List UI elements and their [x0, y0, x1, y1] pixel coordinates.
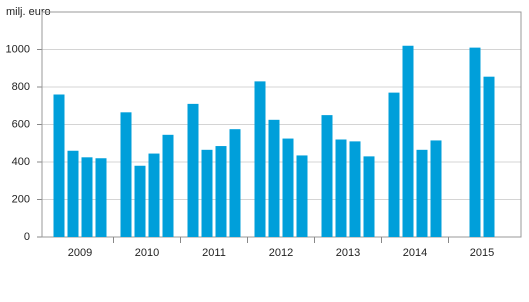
bar: [229, 129, 241, 237]
x-tick-label: 2009: [68, 247, 92, 259]
y-tick-label: 0: [24, 231, 30, 243]
bar: [388, 92, 400, 237]
bar: [215, 146, 227, 237]
bar: [469, 47, 481, 237]
bar: [162, 134, 174, 237]
bar: [268, 119, 280, 237]
x-tick-label: 2013: [336, 247, 360, 259]
bar: [349, 141, 361, 237]
bar: [120, 112, 132, 237]
bar: [430, 140, 442, 237]
bar: [134, 165, 146, 237]
bar: [416, 149, 428, 237]
bar: [282, 138, 294, 237]
bar: [321, 115, 333, 237]
bar: [95, 158, 107, 237]
bar: [296, 155, 308, 237]
x-tick-label: 2014: [403, 247, 427, 259]
bar: [254, 81, 266, 237]
bar: [363, 156, 375, 237]
bar: [81, 157, 93, 237]
x-tick-label: 2012: [269, 247, 293, 259]
plot-border: [41, 11, 522, 238]
x-tick-label: 2011: [202, 247, 226, 259]
y-tick-label: 800: [12, 81, 30, 93]
bar: [67, 150, 79, 237]
x-tick-label: 2015: [470, 247, 494, 259]
y-tick-label: 600: [12, 118, 30, 130]
bar: [148, 153, 160, 237]
y-tick-label: 200: [12, 193, 30, 205]
y-tick-label: 400: [12, 156, 30, 168]
bar: [483, 76, 495, 237]
y-tick-label: 1000: [6, 43, 30, 55]
x-tick-label: 2010: [135, 247, 159, 259]
bar: [53, 94, 65, 237]
bar: [402, 45, 414, 237]
bar: [335, 139, 347, 237]
y-axis-label: milj. euro: [6, 6, 51, 18]
bar: [187, 103, 199, 237]
bar: [201, 149, 213, 237]
